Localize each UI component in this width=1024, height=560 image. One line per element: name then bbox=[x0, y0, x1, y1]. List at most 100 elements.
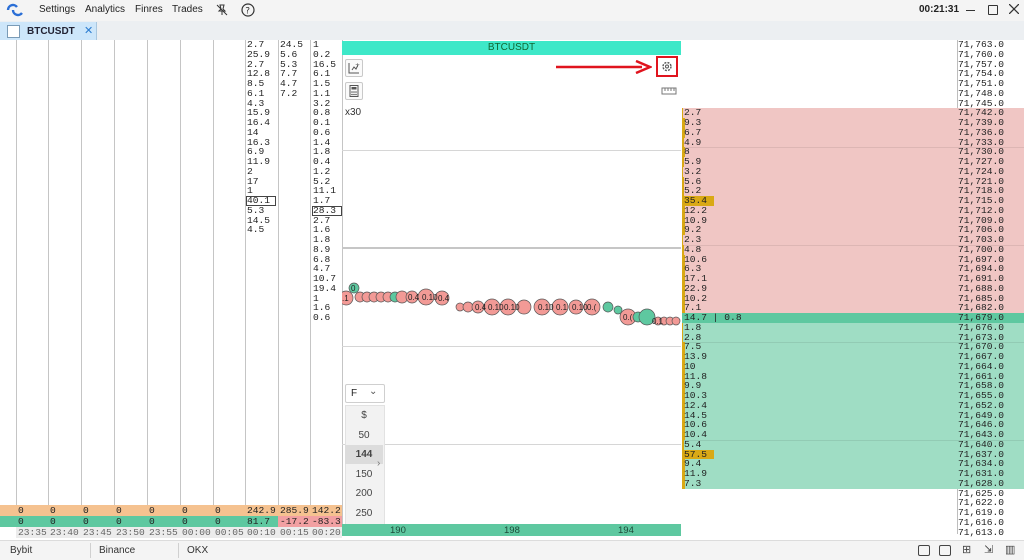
time-label: 00:15 bbox=[278, 527, 310, 538]
ladder-row[interactable] bbox=[682, 264, 1024, 274]
exchange-tab-bybit[interactable]: Bybit bbox=[10, 545, 33, 556]
ladder-row[interactable] bbox=[682, 303, 1024, 313]
ladder-row[interactable] bbox=[682, 186, 1024, 196]
menu-settings[interactable]: Settings bbox=[39, 4, 76, 15]
ladder-row[interactable] bbox=[682, 127, 1024, 138]
ladder-row[interactable] bbox=[682, 196, 1024, 206]
ladder-row[interactable] bbox=[682, 478, 1024, 489]
ladder-row[interactable] bbox=[682, 420, 1024, 430]
volume-cell: 1.4 bbox=[313, 136, 331, 148]
ladder-row[interactable] bbox=[682, 361, 1024, 372]
volume-cell: 1.5 bbox=[313, 78, 331, 89]
screenshot-icon[interactable] bbox=[918, 545, 930, 556]
timeframe-option[interactable]: 250 bbox=[355, 508, 373, 519]
timeframe-option[interactable]: 150 bbox=[355, 468, 373, 480]
timeframe-option[interactable]: 50 bbox=[358, 429, 370, 441]
ladder-row[interactable] bbox=[682, 147, 1024, 157]
trade-bubbles: .100.4 0.10 0.40.4 0.10 0.10 0.10 0.1 0.10 0.(0.… bbox=[342, 282, 681, 326]
restore-icon[interactable] bbox=[939, 545, 951, 556]
ladder-row[interactable] bbox=[682, 342, 1024, 352]
add-indicator-button[interactable]: + bbox=[345, 59, 363, 77]
ladder-row[interactable] bbox=[682, 176, 1024, 187]
ladder-row[interactable] bbox=[682, 332, 1024, 343]
ladder-row[interactable] bbox=[682, 215, 1024, 226]
summary-cell-top: 0 bbox=[81, 505, 114, 516]
ladder-row[interactable] bbox=[682, 352, 1024, 362]
close-window-icon[interactable] bbox=[1009, 4, 1019, 14]
volume-cell: 4.7 bbox=[280, 78, 298, 89]
ladder-row[interactable] bbox=[682, 322, 1024, 333]
add-column-icon[interactable]: ⊞ bbox=[962, 544, 972, 556]
ladder-row[interactable] bbox=[682, 108, 1024, 118]
tab-close-icon[interactable]: ✕ bbox=[84, 25, 94, 37]
volume-cell: 0.8 bbox=[313, 107, 331, 119]
volume-bar bbox=[682, 391, 686, 401]
chart-settings-button[interactable] bbox=[656, 56, 678, 77]
menu-finres[interactable]: Finres bbox=[135, 4, 163, 15]
ladder-row[interactable] bbox=[682, 166, 1024, 177]
ladder-row[interactable] bbox=[682, 118, 1024, 128]
ladder-row[interactable] bbox=[682, 313, 1024, 323]
ladder-volume: 5.6 bbox=[684, 175, 702, 187]
ladder-gridline bbox=[682, 439, 1024, 441]
bubble-label: 0.10 bbox=[422, 293, 438, 302]
ladder-row[interactable] bbox=[682, 293, 1024, 304]
ladder-row[interactable] bbox=[682, 235, 1024, 245]
columns-icon[interactable]: ▥ bbox=[1005, 544, 1016, 556]
ladder-row[interactable] bbox=[682, 459, 1024, 469]
ladder-row[interactable] bbox=[682, 254, 1024, 265]
ladder-row[interactable] bbox=[682, 430, 1024, 440]
calculator-button[interactable] bbox=[345, 82, 363, 100]
ladder-gridline bbox=[682, 342, 1024, 344]
chevron-down-icon: ⌄ bbox=[369, 386, 378, 397]
ladder-row[interactable] bbox=[682, 137, 1024, 148]
chevron-right-icon[interactable]: › bbox=[377, 458, 381, 469]
ladder-row[interactable] bbox=[682, 225, 1024, 235]
chart-tool-icon[interactable]: ⇲ bbox=[984, 544, 994, 556]
ladder-row[interactable] bbox=[682, 274, 1024, 284]
ladder-row[interactable] bbox=[682, 469, 1024, 479]
maximize-icon[interactable] bbox=[988, 5, 998, 15]
timeframe-option[interactable]: 200 bbox=[355, 488, 373, 500]
timeframe-option[interactable]: 144 bbox=[345, 445, 383, 465]
menu-trades[interactable]: Trades bbox=[172, 4, 203, 15]
tab-btcusdt[interactable]: BTCUSDT ✕ bbox=[0, 22, 97, 40]
summary-cell-top: 0 bbox=[16, 505, 48, 516]
volume-bar bbox=[682, 108, 684, 118]
ladder-price: 71,685.0 bbox=[958, 292, 1005, 304]
exchange-tab-binance[interactable]: Binance bbox=[99, 545, 136, 556]
ladder-row[interactable] bbox=[682, 283, 1024, 294]
ladder-row[interactable] bbox=[682, 400, 1024, 411]
help-icon[interactable]: ? bbox=[241, 3, 255, 17]
timeframe-option[interactable]: $ bbox=[361, 410, 367, 421]
menu-analytics[interactable]: Analytics bbox=[85, 4, 126, 15]
pin-off-icon[interactable] bbox=[216, 4, 228, 16]
ladder-price: 71,715.0 bbox=[958, 195, 1005, 206]
volume-cell: 17 bbox=[247, 175, 259, 187]
ladder-row[interactable] bbox=[682, 391, 1024, 401]
volume-bar bbox=[682, 254, 686, 265]
volume-cell: 7.7 bbox=[280, 68, 298, 80]
ladder-row[interactable] bbox=[682, 371, 1024, 382]
volume-cell: 0.6 bbox=[313, 126, 331, 138]
ladder-volume: 2.8 bbox=[684, 331, 702, 343]
ladder-row[interactable] bbox=[682, 205, 1024, 216]
ladder-price: 71,613.0 bbox=[958, 526, 1005, 538]
trade-bubble bbox=[613, 305, 623, 315]
ladder-price: 71,676.0 bbox=[958, 321, 1005, 333]
ladder-row[interactable] bbox=[682, 449, 1024, 460]
exchange-tab-okx[interactable]: OKX bbox=[187, 545, 209, 556]
gear-icon bbox=[662, 61, 672, 72]
volume-bar bbox=[682, 381, 686, 391]
ladder-row[interactable] bbox=[682, 244, 1024, 255]
ladder-volume: 12.4 bbox=[684, 399, 708, 411]
minimize-icon[interactable] bbox=[966, 10, 975, 11]
ladder-row[interactable] bbox=[682, 439, 1024, 450]
ruler-icon[interactable] bbox=[661, 86, 677, 96]
ladder-row[interactable] bbox=[682, 381, 1024, 391]
ladder-row[interactable] bbox=[682, 410, 1024, 421]
timeframe-dropdown[interactable]: F ⌄ bbox=[345, 384, 385, 403]
ladder-price: 71,712.0 bbox=[958, 204, 1005, 216]
ladder-price: 71,634.0 bbox=[958, 458, 1005, 470]
ladder-row[interactable] bbox=[682, 157, 1024, 167]
